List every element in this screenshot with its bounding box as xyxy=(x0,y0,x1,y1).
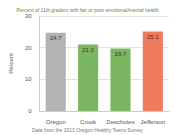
svg-text:25.1: 25.1 xyxy=(147,34,159,40)
svg-text:Data from the 2013 Oregon Heal: Data from the 2013 Oregon Healthy Teens … xyxy=(32,127,143,133)
svg-text:Jefferson: Jefferson xyxy=(141,119,166,125)
svg-text:20: 20 xyxy=(25,45,32,51)
svg-text:21.0: 21.0 xyxy=(82,47,94,53)
svg-text:0: 0 xyxy=(28,108,32,114)
svg-text:Percent: Percent xyxy=(8,53,14,74)
svg-text:10: 10 xyxy=(25,76,32,82)
svg-text:Deschutes: Deschutes xyxy=(106,119,134,125)
svg-text:30: 30 xyxy=(25,13,32,19)
svg-text:19.7: 19.7 xyxy=(115,51,127,57)
svg-text:24.7: 24.7 xyxy=(50,35,62,41)
svg-text:Oregon: Oregon xyxy=(46,119,66,125)
svg-text:Percent of 11th graders with f: Percent of 11th graders with fair or poo… xyxy=(16,7,158,13)
svg-text:Crook: Crook xyxy=(80,119,97,125)
